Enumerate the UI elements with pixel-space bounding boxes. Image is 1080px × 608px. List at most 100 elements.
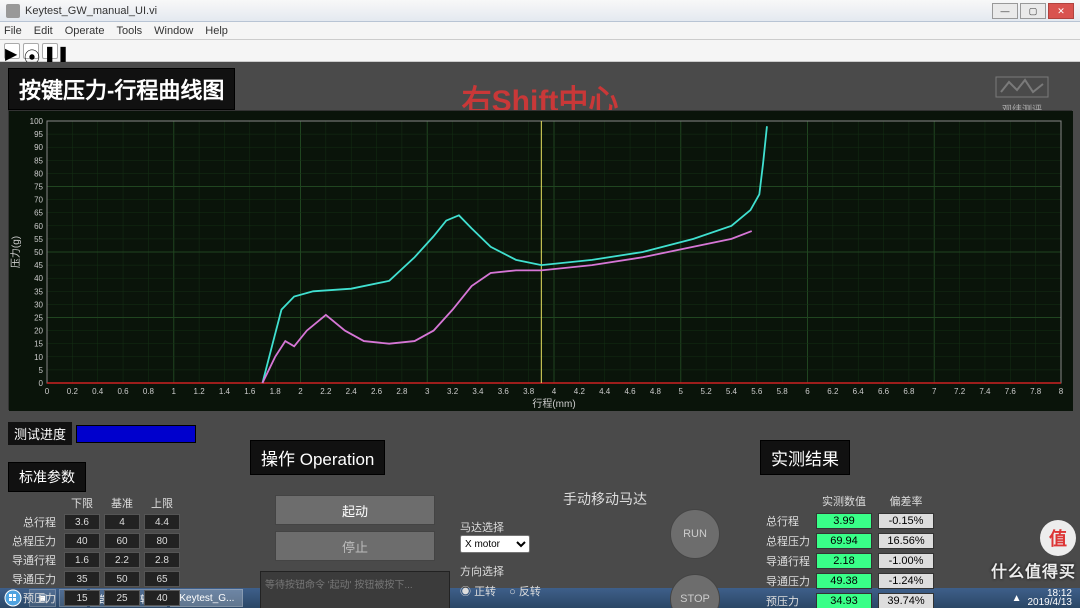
svg-text:6.2: 6.2: [827, 387, 839, 396]
param-input[interactable]: [104, 514, 140, 530]
progress-wrap: 测试进度: [8, 422, 196, 445]
param-input[interactable]: [64, 590, 100, 606]
svg-text:4.6: 4.6: [624, 387, 636, 396]
param-input[interactable]: [104, 590, 140, 606]
svg-text:2.8: 2.8: [396, 387, 408, 396]
chart-area: 00.20.40.60.811.21.41.61.822.22.42.62.83…: [8, 110, 1072, 410]
svg-text:90: 90: [34, 143, 43, 152]
param-input[interactable]: [64, 552, 100, 568]
result-value: 3.99: [816, 513, 872, 529]
svg-text:7.4: 7.4: [979, 387, 991, 396]
param-input[interactable]: [144, 590, 180, 606]
param-input[interactable]: [64, 533, 100, 549]
svg-text:6.8: 6.8: [903, 387, 915, 396]
motor-select[interactable]: X motor: [460, 535, 530, 553]
param-label: 预压力: [12, 590, 60, 606]
toolbar: ▶ ⦿ ❚❚: [0, 40, 1080, 62]
menu-window[interactable]: Window: [154, 25, 193, 37]
svg-text:25: 25: [34, 314, 43, 323]
maximize-button[interactable]: ▢: [1020, 3, 1046, 19]
svg-text:5: 5: [39, 366, 44, 375]
svg-text:0: 0: [45, 387, 50, 396]
param-input[interactable]: [104, 552, 140, 568]
result-rate: -0.15%: [878, 513, 934, 529]
result-value: 69.94: [816, 533, 872, 549]
svg-text:0.6: 0.6: [117, 387, 129, 396]
result-label: 总行程: [766, 513, 810, 529]
result-value: 49.38: [816, 573, 872, 589]
run-icon[interactable]: ▶: [4, 43, 20, 59]
operation-panel: 操作 Operation 起动 停止 等待按钮命令 '起动' 按钮被按下... …: [250, 440, 750, 608]
svg-text:7.2: 7.2: [954, 387, 966, 396]
stop-button[interactable]: 停止: [275, 531, 435, 561]
svg-text:3.6: 3.6: [498, 387, 510, 396]
pause-icon[interactable]: ❚❚: [42, 43, 58, 59]
svg-text:1.2: 1.2: [194, 387, 206, 396]
close-button[interactable]: ✕: [1048, 3, 1074, 19]
window-titlebar: Keytest_GW_manual_UI.vi — ▢ ✕: [0, 0, 1080, 22]
result-rate: -1.24%: [878, 573, 934, 589]
svg-text:5.2: 5.2: [701, 387, 713, 396]
params-panel: 标准参数 下限基准上限总行程总程压力导通行程导通压力预压力 测试类型选择 Key…: [8, 462, 228, 608]
svg-text:0.8: 0.8: [143, 387, 155, 396]
svg-text:3.4: 3.4: [472, 387, 484, 396]
param-input[interactable]: [144, 552, 180, 568]
menu-edit[interactable]: Edit: [34, 25, 53, 37]
results-title: 实测结果: [760, 440, 850, 475]
start-button[interactable]: 起动: [275, 495, 435, 525]
svg-text:6.4: 6.4: [853, 387, 865, 396]
svg-text:30: 30: [34, 300, 43, 309]
chart-title-wrap: 按键压力-行程曲线图: [8, 68, 235, 110]
svg-text:10: 10: [34, 353, 43, 362]
menu-help[interactable]: Help: [205, 25, 228, 37]
svg-text:85: 85: [34, 156, 43, 165]
dir-rev-radio[interactable]: ○ 反转: [509, 586, 541, 598]
progress-bar: [76, 425, 196, 443]
stop-round-button[interactable]: STOP: [670, 574, 720, 608]
param-label: 总程压力: [12, 533, 60, 549]
menu-file[interactable]: File: [4, 25, 22, 37]
menu-operate[interactable]: Operate: [65, 25, 105, 37]
svg-text:45: 45: [34, 261, 43, 270]
param-input[interactable]: [144, 514, 180, 530]
svg-text:5.6: 5.6: [751, 387, 763, 396]
param-input[interactable]: [144, 533, 180, 549]
result-rate: -1.00%: [878, 553, 934, 569]
svg-text:5: 5: [679, 387, 684, 396]
svg-text:4.8: 4.8: [650, 387, 662, 396]
app-icon: [6, 4, 20, 18]
chart-title: 按键压力-行程曲线图: [8, 68, 235, 110]
svg-text:6.6: 6.6: [878, 387, 890, 396]
param-input[interactable]: [64, 514, 100, 530]
svg-text:70: 70: [34, 196, 43, 205]
manual-motor-title: 手动移动马达: [460, 489, 750, 509]
svg-text:0: 0: [39, 379, 44, 388]
minimize-button[interactable]: —: [992, 3, 1018, 19]
abort-icon[interactable]: ⦿: [23, 43, 39, 59]
menu-tools[interactable]: Tools: [116, 25, 142, 37]
svg-text:0.4: 0.4: [92, 387, 104, 396]
operation-title: 操作 Operation: [250, 440, 385, 475]
svg-text:50: 50: [34, 248, 43, 257]
svg-text:7: 7: [932, 387, 937, 396]
svg-text:2: 2: [298, 387, 303, 396]
result-rate: 16.56%: [878, 533, 934, 549]
svg-text:3.2: 3.2: [447, 387, 459, 396]
run-button[interactable]: RUN: [670, 509, 720, 559]
svg-text:55: 55: [34, 235, 43, 244]
svg-text:2.6: 2.6: [371, 387, 383, 396]
param-input[interactable]: [144, 571, 180, 587]
svg-text:1.4: 1.4: [219, 387, 231, 396]
params-title: 标准参数: [8, 462, 86, 492]
param-input[interactable]: [64, 571, 100, 587]
svg-text:8: 8: [1059, 387, 1064, 396]
results-panel: 实测结果 实测数值偏差率总行程3.99-0.15%总程压力69.9416.56%…: [760, 440, 1060, 608]
svg-text:35: 35: [34, 287, 43, 296]
progress-label: 测试进度: [8, 422, 72, 445]
result-value: 34.93: [816, 593, 872, 608]
param-input[interactable]: [104, 571, 140, 587]
param-input[interactable]: [104, 533, 140, 549]
param-label: 导通行程: [12, 552, 60, 568]
svg-text:15: 15: [34, 340, 43, 349]
dir-fwd-radio[interactable]: ◉ 正转: [460, 586, 496, 598]
